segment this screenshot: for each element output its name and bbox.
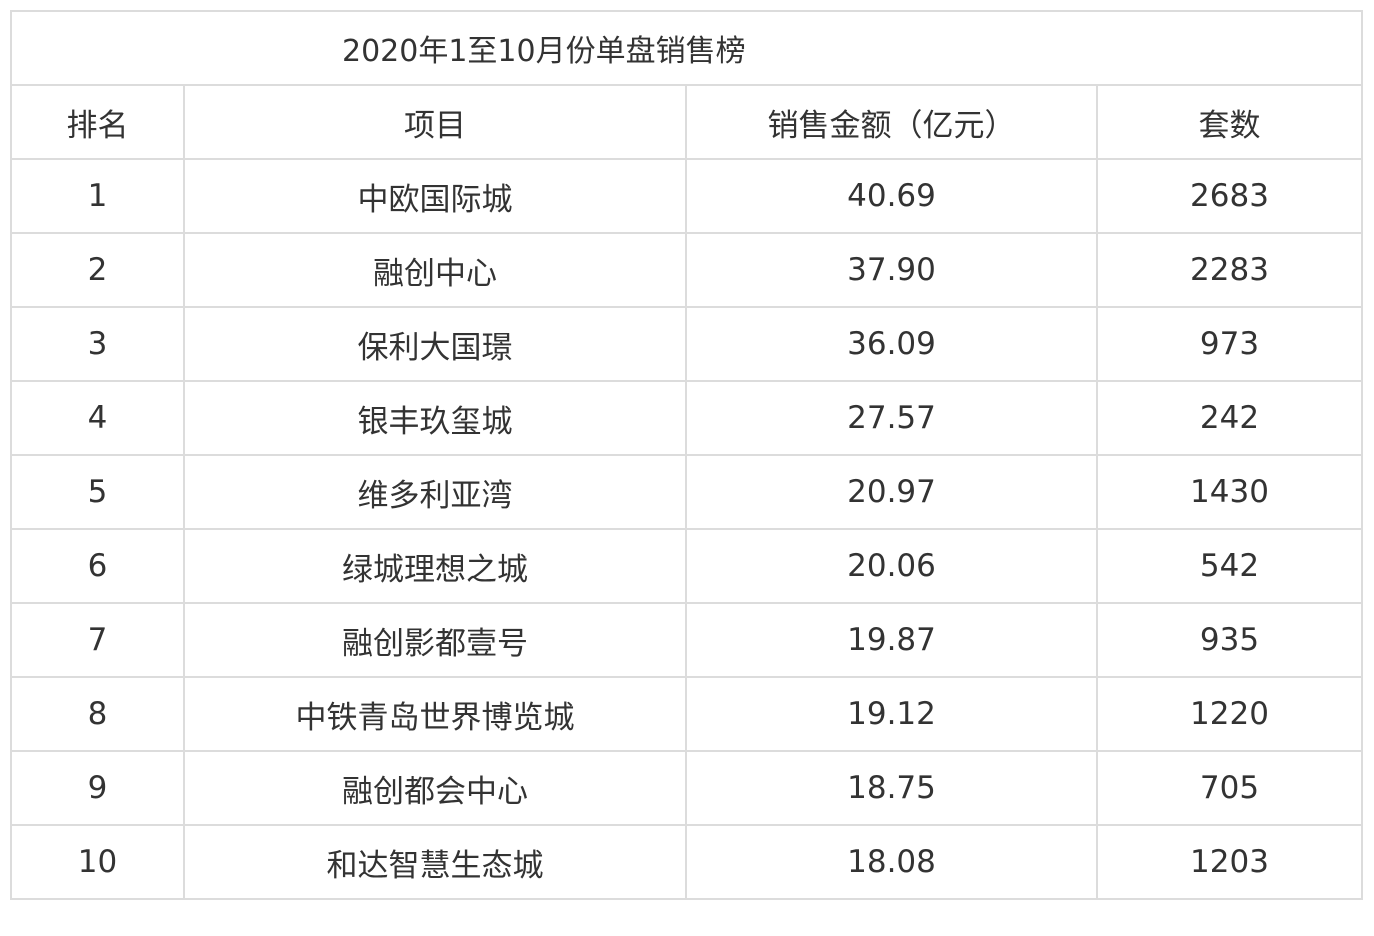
rank-cell: 4: [10, 380, 185, 456]
rank-cell: 3: [10, 306, 185, 382]
project-cell: 中铁青岛世界博览城: [183, 676, 687, 752]
project-cell: 中欧国际城: [183, 158, 687, 234]
sales-amount-cell: 27.57: [685, 380, 1098, 456]
project-cell: 绿城理想之城: [183, 528, 687, 604]
units-cell: 705: [1096, 750, 1363, 826]
project-cell: 和达智慧生态城: [183, 824, 687, 900]
table-row: 2 融创中心 37.90 2283: [10, 232, 1363, 308]
sales-amount-cell: 40.69: [685, 158, 1098, 234]
units-cell: 2283: [1096, 232, 1363, 308]
units-cell: 935: [1096, 602, 1363, 678]
units-cell: 542: [1096, 528, 1363, 604]
table-row: 6 绿城理想之城 20.06 542: [10, 528, 1363, 604]
project-cell: 融创都会中心: [183, 750, 687, 826]
table-row: 8 中铁青岛世界博览城 19.12 1220: [10, 676, 1363, 752]
sales-amount-cell: 18.08: [685, 824, 1098, 900]
units-cell: 242: [1096, 380, 1363, 456]
header-row: 排名 项目 销售金额（亿元） 套数: [10, 84, 1363, 160]
table-row: 3 保利大国璟 36.09 973: [10, 306, 1363, 382]
table-row: 7 融创影都壹号 19.87 935: [10, 602, 1363, 678]
sales-ranking-table: 2020年1至10月份单盘销售榜 排名 项目 销售金额（亿元） 套数 1 中欧国际…: [10, 10, 1363, 900]
header-units: 套数: [1096, 84, 1363, 160]
units-cell: 973: [1096, 306, 1363, 382]
sales-amount-cell: 20.06: [685, 528, 1098, 604]
rank-cell: 1: [10, 158, 185, 234]
units-cell: 1220: [1096, 676, 1363, 752]
rank-cell: 8: [10, 676, 185, 752]
units-cell: 1430: [1096, 454, 1363, 530]
table-row: 10 和达智慧生态城 18.08 1203: [10, 824, 1363, 900]
project-cell: 融创影都壹号: [183, 602, 687, 678]
rank-cell: 9: [10, 750, 185, 826]
header-sales-amount: 销售金额（亿元）: [685, 84, 1098, 160]
sales-amount-cell: 37.90: [685, 232, 1098, 308]
rank-cell: 10: [10, 824, 185, 900]
sales-amount-cell: 19.87: [685, 602, 1098, 678]
rank-cell: 7: [10, 602, 185, 678]
table-row: 9 融创都会中心 18.75 705: [10, 750, 1363, 826]
sales-amount-cell: 20.97: [685, 454, 1098, 530]
sales-amount-cell: 18.75: [685, 750, 1098, 826]
title-row: 2020年1至10月份单盘销售榜: [10, 10, 1363, 86]
table-row: 4 银丰玖玺城 27.57 242: [10, 380, 1363, 456]
rank-cell: 6: [10, 528, 185, 604]
header-project: 项目: [183, 84, 687, 160]
rank-cell: 2: [10, 232, 185, 308]
rank-cell: 5: [10, 454, 185, 530]
table-row: 5 维多利亚湾 20.97 1430: [10, 454, 1363, 530]
project-cell: 银丰玖玺城: [183, 380, 687, 456]
header-rank: 排名: [10, 84, 185, 160]
units-cell: 2683: [1096, 158, 1363, 234]
project-cell: 保利大国璟: [183, 306, 687, 382]
project-cell: 融创中心: [183, 232, 687, 308]
units-cell: 1203: [1096, 824, 1363, 900]
sales-amount-cell: 36.09: [685, 306, 1098, 382]
table-row: 1 中欧国际城 40.69 2683: [10, 158, 1363, 234]
table-title: 2020年1至10月份单盘销售榜: [10, 10, 1363, 86]
project-cell: 维多利亚湾: [183, 454, 687, 530]
sales-amount-cell: 19.12: [685, 676, 1098, 752]
